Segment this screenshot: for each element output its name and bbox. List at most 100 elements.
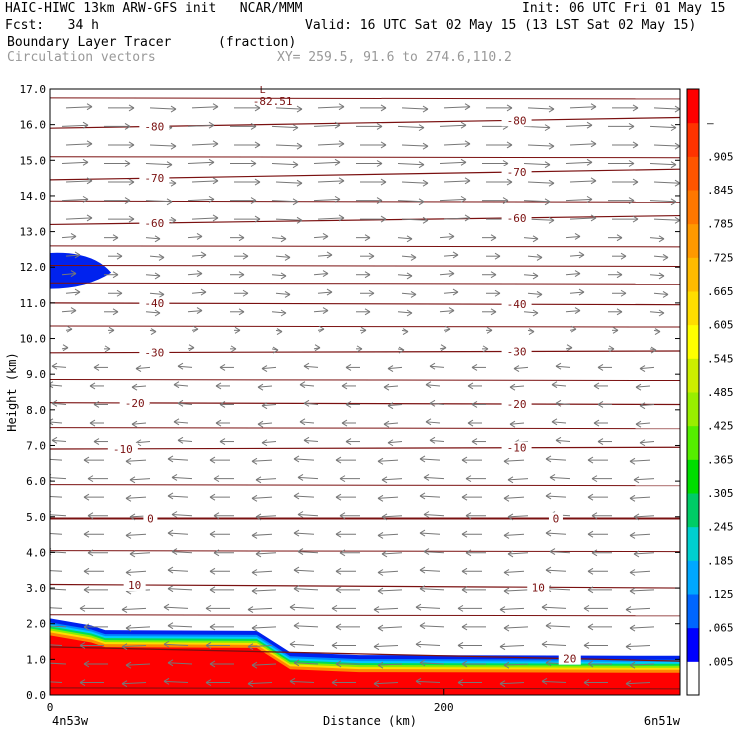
wind-vector-head — [293, 659, 300, 667]
colorbar-label: .245 — [707, 521, 734, 534]
wind-vector-head — [251, 457, 258, 465]
wind-vector-head — [555, 362, 562, 370]
wind-vector-head — [628, 197, 635, 205]
wind-vector — [297, 513, 319, 517]
wind-vector-head — [192, 325, 199, 333]
colorbar-label: – — [707, 117, 714, 130]
wind-vector — [121, 607, 147, 611]
contour-label-bg — [107, 442, 138, 455]
vectors-label: Circulation vectors — [7, 50, 156, 65]
wind-vector-head — [440, 344, 447, 352]
wind-vector-head — [633, 550, 640, 558]
contour-label-bg — [139, 172, 170, 185]
wind-vector — [271, 200, 299, 203]
wind-vector — [251, 589, 277, 592]
wind-vector-head — [129, 513, 136, 521]
wind-vector-head — [322, 307, 329, 315]
wind-vector-head — [121, 643, 128, 651]
wind-vector-head — [303, 362, 310, 370]
wind-vector-head — [83, 456, 90, 464]
wind-vector-head — [545, 529, 552, 537]
wind-vector-head — [368, 252, 375, 260]
wind-vector — [125, 459, 147, 462]
wind-vector-head — [587, 586, 594, 594]
wind-vector-head — [467, 382, 474, 390]
wind-vector — [51, 365, 67, 368]
temperature-contour — [50, 282, 680, 285]
wind-vector — [317, 254, 333, 257]
wind-vector-head — [251, 587, 258, 595]
wind-vector-head — [423, 473, 430, 481]
wind-vector — [171, 513, 193, 517]
wind-vector-head — [257, 420, 264, 428]
wind-vector-head — [212, 177, 219, 185]
wind-vector — [167, 495, 189, 498]
wind-vector-head — [334, 195, 341, 203]
wind-vector-head — [163, 677, 170, 685]
wind-vector-head — [586, 195, 593, 203]
wind-vector — [649, 125, 677, 129]
wind-vector — [255, 552, 277, 555]
wind-vector-head — [338, 140, 345, 148]
colorbar-swatch — [687, 493, 699, 528]
wind-vector-head — [171, 548, 178, 555]
wind-vector — [629, 496, 651, 499]
contour-label-bg — [501, 165, 532, 178]
wind-vector-head — [322, 233, 329, 240]
wind-vector-head — [376, 123, 383, 130]
wind-vector — [377, 589, 403, 592]
wind-vector-head — [331, 604, 338, 612]
wind-vector — [527, 218, 555, 221]
wind-vector — [293, 532, 315, 535]
y-tick-label: 12.0 — [20, 261, 47, 274]
wind-vector-head — [125, 494, 132, 502]
wind-vector-head — [544, 198, 551, 206]
wind-vector-head — [293, 585, 300, 593]
colorbar-swatch — [687, 459, 699, 494]
wind-vector-head — [209, 456, 216, 464]
wind-vector-head — [635, 383, 642, 391]
wind-vector-head — [167, 659, 174, 667]
wind-vector-head — [635, 420, 642, 428]
temperature-contour — [50, 583, 680, 589]
wind-vector — [509, 385, 525, 388]
wind-vector — [649, 274, 665, 277]
wind-vector-head — [276, 328, 283, 335]
contour-label-bg — [501, 398, 532, 411]
wind-vector-head — [209, 623, 216, 631]
y-tick-label: 8.0 — [26, 404, 46, 417]
wind-vector — [499, 644, 525, 648]
wind-vector — [401, 107, 429, 110]
contour-label-bg — [558, 652, 581, 665]
wind-vector-head — [639, 365, 646, 373]
contour-label: -10 — [507, 442, 527, 455]
wind-vector-head — [406, 235, 413, 243]
wind-vector — [251, 570, 273, 574]
y-tick-label: 11.0 — [20, 297, 47, 310]
wind-vector-head — [87, 512, 94, 520]
wind-vector-head — [213, 475, 220, 483]
contour-label-bg — [139, 346, 170, 359]
low-value: -82.51 — [253, 95, 293, 108]
wind-vector-head — [490, 308, 497, 316]
wind-vector — [65, 291, 81, 294]
wind-vector-head — [177, 362, 184, 370]
wind-vector — [50, 644, 63, 646]
temperature-contour — [50, 687, 680, 690]
wind-vector-head — [494, 252, 501, 260]
wind-vector-head — [108, 326, 115, 334]
wind-vector-head — [338, 177, 345, 185]
wind-vector — [313, 161, 341, 165]
wind-vector-head — [509, 383, 516, 391]
wind-vector-head — [548, 105, 555, 113]
wind-vector-head — [457, 604, 464, 612]
wind-vector-head — [121, 680, 128, 688]
wind-vector-head — [429, 436, 436, 444]
wind-vector-head — [205, 604, 212, 612]
wind-vector-head — [289, 603, 296, 611]
wind-vector-head — [289, 677, 296, 685]
y-tick-label: 0.0 — [26, 689, 46, 702]
wind-vector — [50, 570, 63, 572]
wind-vector — [293, 569, 315, 572]
